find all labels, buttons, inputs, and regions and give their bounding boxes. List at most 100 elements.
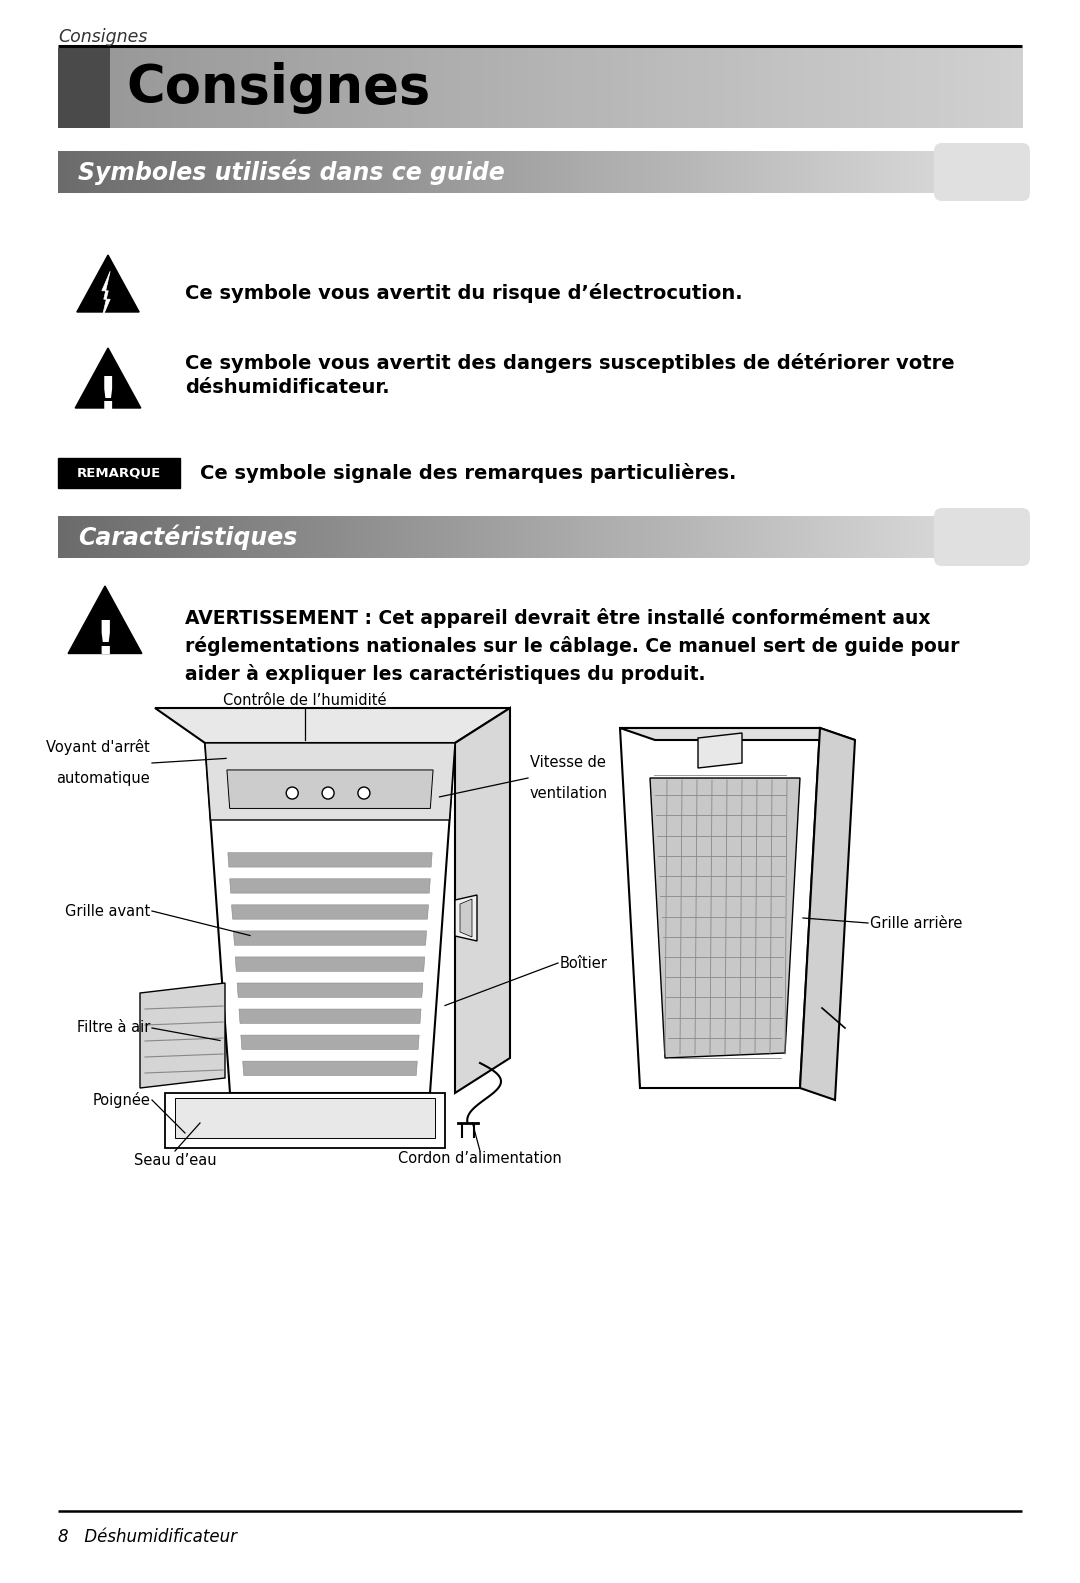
Bar [372,516,380,557]
Bar [923,47,931,128]
Polygon shape [455,708,510,1092]
Polygon shape [228,853,432,867]
Bar [58,516,67,557]
Bar [741,47,748,128]
Bar [931,47,939,128]
Bar [779,47,787,128]
Bar [460,150,469,193]
Bar [605,150,612,193]
Bar [275,150,283,193]
Bar [379,150,388,193]
Bar [332,516,340,557]
Bar [612,516,621,557]
Bar [201,47,210,128]
Bar [676,150,685,193]
Text: ventilation: ventilation [530,787,608,801]
Bar [939,47,946,128]
Bar [428,150,436,193]
Bar [847,47,855,128]
Bar [395,150,404,193]
Bar [961,47,970,128]
Bar [125,47,133,128]
Bar [629,150,637,193]
Bar [886,150,894,193]
Bar [376,47,384,128]
Bar [862,150,869,193]
Bar [148,47,157,128]
Bar [998,150,1007,193]
Bar [285,47,293,128]
Bar [676,516,685,557]
Polygon shape [231,905,429,920]
Text: Vitesse de: Vitesse de [530,755,606,769]
Bar [186,47,194,128]
Circle shape [286,787,298,799]
Bar [708,516,717,557]
Text: Boîtier: Boîtier [561,956,608,970]
Bar [757,516,766,557]
Bar [227,150,235,193]
Bar [773,516,782,557]
Bar [908,47,916,128]
Bar [685,150,693,193]
Bar [347,516,355,557]
Bar [58,150,67,193]
Bar [453,47,460,128]
Bar [718,47,726,128]
Bar [508,150,516,193]
Bar [435,516,444,557]
Bar [532,150,540,193]
Bar [468,47,475,128]
Bar [291,516,299,557]
Bar [966,150,974,193]
Bar [524,150,532,193]
Bar [1005,516,1014,557]
Bar [106,150,114,193]
Bar [315,150,324,193]
Bar [933,516,942,557]
Bar [122,516,131,557]
Bar [604,47,612,128]
Bar [138,516,147,557]
Bar [771,47,780,128]
Polygon shape [140,983,225,1088]
Text: REMARQUE: REMARQUE [77,467,161,480]
Bar [669,150,677,193]
Bar [918,516,927,557]
Bar [862,516,869,557]
Bar [114,150,123,193]
Bar [406,47,415,128]
Bar [208,47,217,128]
Bar [809,47,818,128]
Bar [564,516,572,557]
Bar [612,150,621,193]
Bar [315,47,323,128]
Bar [717,150,726,193]
Bar [133,47,140,128]
Bar [976,47,985,128]
Bar [460,516,469,557]
Polygon shape [235,958,424,972]
Bar [383,47,392,128]
Text: Contrôle de l’humidité: Contrôle de l’humidité [224,693,387,708]
FancyBboxPatch shape [934,142,1030,201]
Bar [1014,47,1023,128]
Polygon shape [620,728,820,1088]
Polygon shape [76,348,140,408]
Bar [395,516,404,557]
Bar [748,47,756,128]
Bar [355,150,364,193]
Bar [411,150,420,193]
Bar [692,516,701,557]
Bar [893,150,902,193]
Bar [404,516,411,557]
Bar [949,150,958,193]
Bar [969,47,977,128]
Bar [339,150,348,193]
Polygon shape [243,1061,417,1075]
Bar [589,516,597,557]
Bar [491,150,500,193]
Bar [66,516,75,557]
Bar [846,150,854,193]
Polygon shape [77,255,139,312]
